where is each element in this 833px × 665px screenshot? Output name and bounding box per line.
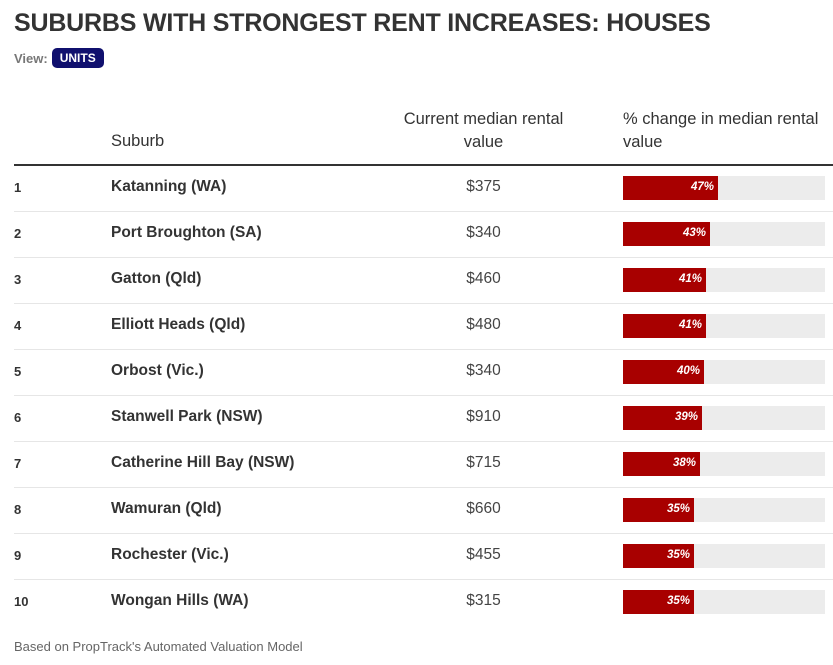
- change-bar: 38%: [623, 452, 700, 476]
- change-bar: 41%: [623, 268, 706, 292]
- rental-value-cell: $715: [466, 454, 501, 471]
- change-bar-label: 47%: [690, 181, 714, 193]
- bar-track: 35%: [623, 544, 825, 568]
- rank-cell: 9: [14, 548, 22, 563]
- change-bar-label: 43%: [682, 227, 706, 239]
- column-header-suburb[interactable]: Suburb: [111, 132, 165, 150]
- footnote: Based on PropTrack's Automated Valuation…: [14, 639, 303, 654]
- rental-value-cell: $480: [466, 316, 501, 333]
- rental-value-cell: $375: [466, 178, 501, 195]
- units-toggle-button[interactable]: UNITS: [51, 48, 104, 68]
- rental-value-cell: $340: [466, 362, 501, 379]
- change-bar: 47%: [623, 176, 718, 200]
- change-bar: 35%: [623, 590, 694, 614]
- change-bar: 39%: [623, 406, 702, 430]
- rank-cell: 4: [14, 318, 22, 333]
- rental-value-cell: $340: [466, 224, 501, 241]
- rank-cell: 2: [14, 226, 22, 241]
- column-header-rental-value[interactable]: Current median rental value: [403, 110, 564, 151]
- bar-track: 40%: [623, 360, 825, 384]
- suburb-cell: Rochester (Vic.): [111, 546, 229, 563]
- rental-value-cell: $910: [466, 408, 501, 425]
- rank-cell: 6: [14, 410, 22, 425]
- suburb-cell: Wamuran (Qld): [111, 500, 222, 517]
- change-bar: 41%: [623, 314, 706, 338]
- change-bar: 35%: [623, 544, 694, 568]
- rank-cell: 3: [14, 272, 22, 287]
- suburb-cell: Wongan Hills (WA): [111, 592, 249, 609]
- table-row: 9 Rochester (Vic.) $455 35%: [14, 534, 833, 580]
- table-body: 1 Katanning (WA) $375 47% 2 Port Broughton (S…: [14, 166, 833, 625]
- change-bar-label: 35%: [666, 549, 690, 561]
- change-bar-label: 35%: [666, 503, 690, 515]
- change-bar-label: 39%: [674, 411, 698, 423]
- table-row: 2 Port Broughton (SA) $340 43%: [14, 212, 833, 258]
- table-row: 4 Elliott Heads (Qld) $480 41%: [14, 304, 833, 350]
- change-bar: 40%: [623, 360, 704, 384]
- rental-value-cell: $315: [466, 592, 501, 609]
- view-label: View:: [14, 50, 48, 66]
- suburb-cell: Stanwell Park (NSW): [111, 408, 263, 425]
- table-row: 7 Catherine Hill Bay (NSW) $715 38%: [14, 442, 833, 488]
- suburb-cell: Elliott Heads (Qld): [111, 316, 246, 333]
- rank-cell: 5: [14, 364, 22, 379]
- rank-cell: 7: [14, 456, 22, 471]
- column-header-percent-change[interactable]: % change in median rental value: [623, 110, 819, 151]
- bar-track: 39%: [623, 406, 825, 430]
- suburb-cell: Orbost (Vic.): [111, 362, 204, 379]
- change-bar: 43%: [623, 222, 710, 246]
- table-row: 6 Stanwell Park (NSW) $910 39%: [14, 396, 833, 442]
- rank-cell: 10: [14, 594, 29, 609]
- change-bar-label: 41%: [678, 319, 702, 331]
- suburb-cell: Katanning (WA): [111, 178, 227, 195]
- bar-track: 41%: [623, 268, 825, 292]
- change-bar-label: 40%: [676, 365, 700, 377]
- suburb-cell: Catherine Hill Bay (NSW): [111, 454, 295, 471]
- table-header: Suburb Current median rental value % cha…: [14, 108, 833, 166]
- suburb-cell: Port Broughton (SA): [111, 224, 262, 241]
- change-bar: 35%: [623, 498, 694, 522]
- table-row: 1 Katanning (WA) $375 47%: [14, 166, 833, 212]
- bar-track: 35%: [623, 498, 825, 522]
- change-bar-label: 35%: [666, 595, 690, 607]
- table-row: 10 Wongan Hills (WA) $315 35%: [14, 580, 833, 625]
- bar-track: 47%: [623, 176, 825, 200]
- view-toggle-group: View: UNITS: [14, 48, 104, 68]
- chart-title: SUBURBS WITH STRONGEST RENT INCREASES: H…: [14, 9, 711, 37]
- rental-value-cell: $455: [466, 546, 501, 563]
- rental-value-cell: $460: [466, 270, 501, 287]
- rental-value-cell: $660: [466, 500, 501, 517]
- change-bar-label: 41%: [678, 273, 702, 285]
- suburb-cell: Gatton (Qld): [111, 270, 202, 287]
- bar-track: 41%: [623, 314, 825, 338]
- rank-cell: 8: [14, 502, 22, 517]
- table-row: 8 Wamuran (Qld) $660 35%: [14, 488, 833, 534]
- table-row: 5 Orbost (Vic.) $340 40%: [14, 350, 833, 396]
- bar-track: 38%: [623, 452, 825, 476]
- bar-track: 43%: [623, 222, 825, 246]
- change-bar-label: 38%: [672, 457, 696, 469]
- rank-cell: 1: [14, 180, 22, 195]
- table-row: 3 Gatton (Qld) $460 41%: [14, 258, 833, 304]
- bar-track: 35%: [623, 590, 825, 614]
